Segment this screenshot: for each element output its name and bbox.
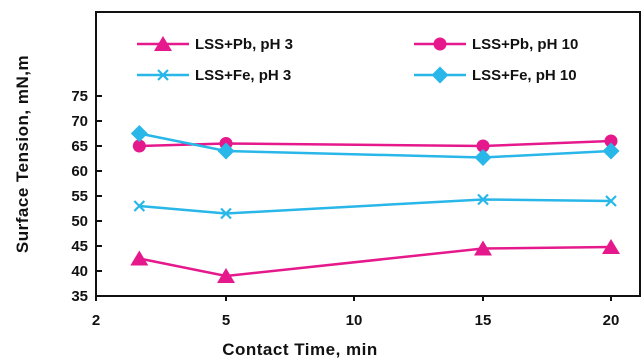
- y-tick-label: 45: [71, 238, 88, 255]
- series-1: [132, 134, 618, 153]
- y-tick-label: 35: [71, 288, 88, 305]
- data-point: [133, 200, 146, 212]
- legend-item: LSS+Pb, pH 3: [137, 36, 293, 53]
- legend-marker: [154, 36, 172, 51]
- x-tick-label: 15: [475, 312, 492, 329]
- data-point: [217, 268, 235, 283]
- series-layer: [130, 125, 620, 283]
- data-point: [220, 207, 232, 220]
- x-tick-label: 2: [92, 312, 100, 329]
- data-point: [474, 240, 492, 256]
- series-3: [130, 125, 620, 166]
- legend-marker: [431, 66, 449, 84]
- y-tick-label: 50: [71, 213, 88, 230]
- data-point: [477, 193, 489, 206]
- series-0: [130, 239, 620, 283]
- data-point: [130, 125, 148, 142]
- legend-label: LSS+Pb, pH 3: [195, 36, 293, 53]
- y-axis: 35 40 45 50 55 60 65 70 75: [71, 88, 102, 305]
- data-point: [605, 195, 617, 207]
- x-tick-label: 5: [222, 312, 230, 329]
- legend-marker: [157, 69, 169, 81]
- series-line: [139, 198, 612, 215]
- x-axis: 2 5 10 15 20: [92, 296, 620, 329]
- series-2: [133, 193, 617, 220]
- data-point: [474, 149, 492, 166]
- data-point: [217, 142, 235, 160]
- legend-item: LSS+Pb, pH 10: [414, 36, 578, 53]
- legend-label: LSS+Fe, pH 3: [195, 67, 291, 84]
- legend-label: LSS+Pb, pH 10: [472, 36, 578, 53]
- data-point: [604, 134, 618, 148]
- legend-label: LSS+Fe, pH 10: [472, 67, 577, 84]
- x-axis-label: Contact Time, min: [222, 340, 378, 359]
- y-tick-label: 55: [71, 188, 88, 205]
- legend-item: LSS+Fe, pH 3: [137, 67, 291, 84]
- data-point: [132, 139, 146, 153]
- y-tick-label: 60: [71, 163, 88, 180]
- x-tick-label: 10: [346, 312, 363, 329]
- y-tick-label: 40: [71, 263, 88, 280]
- series-line: [139, 245, 612, 278]
- y-tick-label: 70: [71, 113, 88, 130]
- y-tick-label: 75: [71, 88, 88, 105]
- data-point: [602, 142, 620, 160]
- y-axis-label: Surface Tension, mN,m: [13, 55, 32, 253]
- data-point: [476, 139, 490, 153]
- y-tick-label: 65: [71, 138, 88, 155]
- legend-marker: [433, 37, 447, 51]
- data-point: [602, 239, 620, 254]
- x-tick-label: 20: [603, 312, 620, 329]
- legend: LSS+Pb, pH 3 LSS+Pb, pH 10 LSS+Fe, pH 3 LSS…: [137, 36, 578, 84]
- series-line: [139, 132, 612, 159]
- data-point: [130, 250, 149, 266]
- legend-item: LSS+Fe, pH 10: [414, 66, 577, 84]
- series-line: [139, 139, 612, 148]
- plot-frame: [95, 11, 641, 297]
